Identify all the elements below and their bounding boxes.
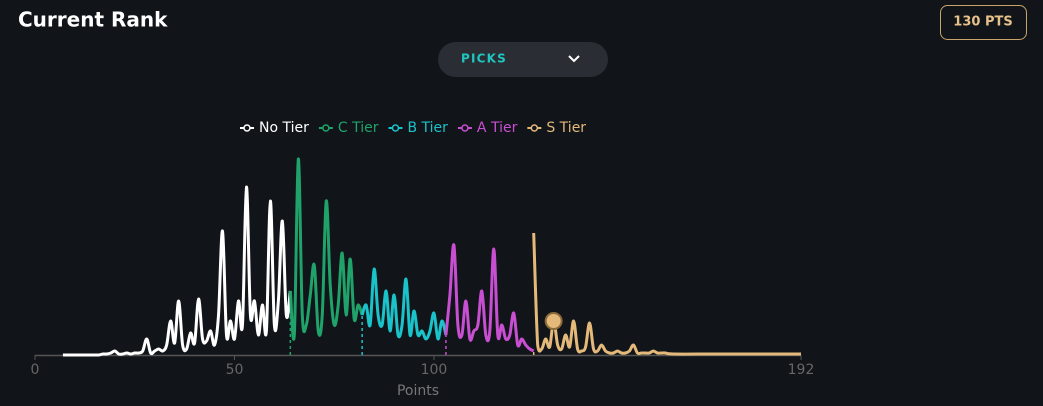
- legend-label: A Tier: [477, 120, 518, 136]
- x-tick-label: 192: [788, 362, 815, 378]
- chevron: [568, 55, 580, 63]
- legend-label: No Tier: [259, 120, 309, 136]
- legend-dot: [530, 124, 539, 132]
- x-tick-label: 100: [421, 362, 448, 378]
- points-badge[interactable]: [940, 5, 1027, 40]
- x-tick-label: 0: [31, 362, 40, 378]
- legend-label: S Tier: [546, 120, 586, 136]
- plot: 0 50 100 192 No Tier C Tier B Tier A Tier S Tier: [31, 120, 815, 378]
- legend-item: No Tier: [240, 120, 309, 136]
- series-line: [444, 243, 535, 353]
- legend-item: S Tier: [527, 120, 586, 136]
- legend-dot: [461, 124, 469, 132]
- legend-item: A Tier: [457, 120, 518, 136]
- x-tick-label: 50: [226, 362, 244, 378]
- series-line: [288, 157, 364, 341]
- title: Current Rank: [18, 8, 168, 32]
- dropdown-label: PICKS: [461, 52, 507, 66]
- current-marker: [544, 312, 563, 330]
- series-line: [360, 267, 448, 341]
- legend-item: C Tier: [318, 120, 379, 136]
- dropdown[interactable]: [438, 42, 608, 77]
- legend-dot: [391, 124, 400, 132]
- series-line: [532, 232, 801, 356]
- legend-dot: [243, 124, 251, 132]
- points-badge-text: 130 PTS: [953, 15, 1012, 30]
- legend-label: B Tier: [407, 120, 448, 136]
- legend-dot: [322, 124, 330, 132]
- legend-item: B Tier: [388, 120, 448, 136]
- legend-label: C Tier: [338, 120, 379, 136]
- x-axis-label: Points: [397, 383, 439, 399]
- series-line: [62, 185, 292, 357]
